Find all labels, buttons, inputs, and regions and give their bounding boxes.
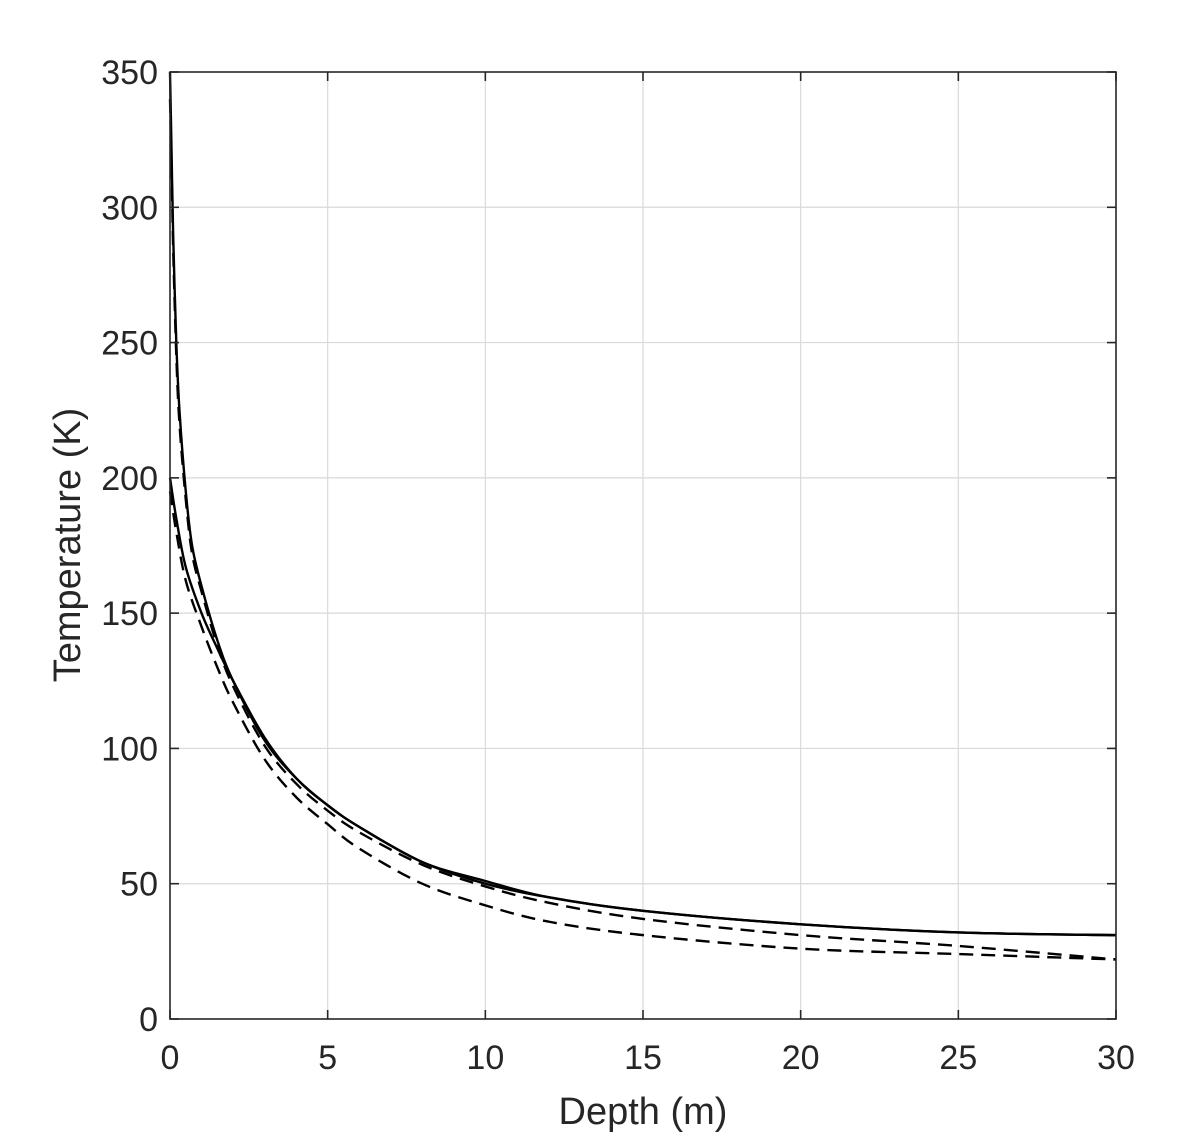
y-tick-label: 50 [120,866,158,904]
y-axis-label: Temperature (K) [47,408,89,683]
y-tick-label: 0 [139,1001,158,1039]
x-tick-label: 15 [624,1039,662,1077]
series-line-3 [168,477,1117,937]
y-tick-label: 150 [101,595,158,633]
y-tick-label: 200 [101,460,158,498]
x-tick-label: 30 [1097,1039,1135,1077]
x-tick-label: 5 [318,1039,337,1077]
x-axis-label: Depth (m) [559,1091,728,1133]
y-tick-label: 250 [101,325,158,363]
series-line-4 [168,491,1117,961]
series-line-2 [168,99,1117,961]
grid-layer [170,72,1116,1019]
x-tick-label: 20 [782,1039,820,1077]
y-tick-label: 100 [101,730,158,768]
x-tick-label: 25 [939,1039,977,1077]
x-tick-label: 0 [161,1039,180,1077]
y-tick-label: 300 [101,189,158,227]
x-tick-label: 10 [466,1039,504,1077]
series-layer [168,71,1117,961]
y-tick-label: 350 [101,54,158,92]
